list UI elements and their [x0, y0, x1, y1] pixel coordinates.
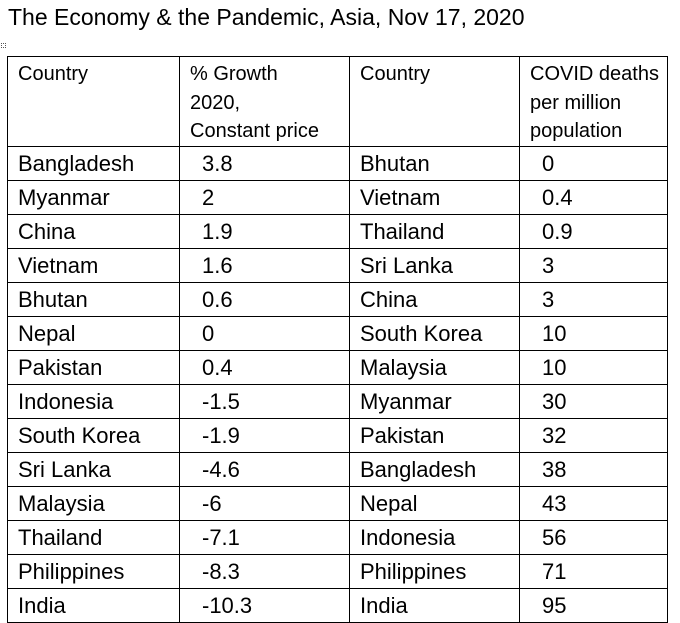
header-growth-line: 2020, — [190, 91, 241, 114]
document-title: The Economy & the Pandemic, Asia, Nov 17… — [8, 4, 525, 30]
country-a-cell: Myanmar — [7, 179, 180, 215]
header-deaths-line: per million — [530, 91, 622, 114]
header-deaths: COVID deaths per million population — [519, 56, 668, 147]
growth-cell: 2 — [179, 179, 350, 215]
header-growth-line: Constant price — [190, 120, 319, 142]
country-a-cell: Bangladesh — [7, 145, 180, 181]
table-row: Philippines -8.3 Philippines 71 — [7, 553, 668, 589]
growth-cell: 1.6 — [179, 247, 350, 283]
growth-cell: -4.6 — [179, 451, 350, 487]
deaths-cell: 71 — [519, 553, 668, 589]
table-row: Sri Lanka -4.6 Bangladesh 38 — [7, 451, 668, 487]
growth-cell: -6 — [179, 485, 350, 521]
table-row: Pakistan 0.4 Malaysia 10 — [7, 349, 668, 385]
table-row: Malaysia -6 Nepal 43 — [7, 485, 668, 521]
header-row: Country % Growth 2020, Constant price Co… — [7, 56, 668, 147]
country-a-cell: Vietnam — [7, 247, 180, 283]
header-growth: % Growth 2020, Constant price — [179, 56, 350, 147]
country-a-cell: Pakistan — [7, 349, 180, 385]
deaths-cell: 3 — [519, 281, 668, 317]
table-row: Myanmar 2 Vietnam 0.4 — [7, 179, 668, 215]
country-a-cell: Indonesia — [7, 383, 180, 419]
deaths-cell: 0.4 — [519, 179, 668, 215]
country-a-cell: South Korea — [7, 417, 180, 453]
header-growth-line: % Growth — [190, 63, 278, 85]
country-b-cell: Bangladesh — [349, 451, 520, 487]
growth-cell: -10.3 — [179, 587, 350, 623]
deaths-cell: 0 — [519, 145, 668, 181]
country-a-cell: China — [7, 213, 180, 249]
data-table: Country % Growth 2020, Constant price Co… — [7, 56, 668, 623]
deaths-cell: 95 — [519, 587, 668, 623]
growth-cell: 0.4 — [179, 349, 350, 385]
country-a-cell: Sri Lanka — [7, 451, 180, 487]
deaths-cell: 10 — [519, 315, 668, 351]
table-row: China 1.9 Thailand 0.9 — [7, 213, 668, 249]
country-b-cell: Philippines — [349, 553, 520, 589]
deaths-cell: 43 — [519, 485, 668, 521]
table-row: India -10.3 India 95 — [7, 587, 668, 623]
header-country-a: Country — [7, 56, 180, 147]
deaths-cell: 30 — [519, 383, 668, 419]
table-row: Indonesia -1.5 Myanmar 30 — [7, 383, 668, 419]
country-b-cell: Indonesia — [349, 519, 520, 555]
growth-cell: -7.1 — [179, 519, 350, 555]
deaths-cell: 10 — [519, 349, 668, 385]
country-b-cell: Vietnam — [349, 179, 520, 215]
country-a-cell: Bhutan — [7, 281, 180, 317]
country-a-cell: Malaysia — [7, 485, 180, 521]
deaths-cell: 0.9 — [519, 213, 668, 249]
table-anchor-handle[interactable] — [1, 43, 6, 48]
country-a-cell: Nepal — [7, 315, 180, 351]
country-b-cell: Malaysia — [349, 349, 520, 385]
country-a-cell: Thailand — [7, 519, 180, 555]
country-b-cell: Pakistan — [349, 417, 520, 453]
growth-cell: -1.9 — [179, 417, 350, 453]
growth-cell: 0 — [179, 315, 350, 351]
growth-cell: 1.9 — [179, 213, 350, 249]
growth-cell: -8.3 — [179, 553, 350, 589]
table-row: Bhutan 0.6 China 3 — [7, 281, 668, 317]
growth-cell: -1.5 — [179, 383, 350, 419]
growth-cell: 0.6 — [179, 281, 350, 317]
header-deaths-line: population — [530, 120, 623, 142]
growth-cell: 3.8 — [179, 145, 350, 181]
country-b-cell: Myanmar — [349, 383, 520, 419]
deaths-cell: 38 — [519, 451, 668, 487]
country-b-cell: Thailand — [349, 213, 520, 249]
country-b-cell: Bhutan — [349, 145, 520, 181]
country-a-cell: Philippines — [7, 553, 180, 589]
country-a-cell: India — [7, 587, 180, 623]
table-row: Bangladesh 3.8 Bhutan 0 — [7, 145, 668, 181]
deaths-cell: 56 — [519, 519, 668, 555]
header-country-b: Country — [349, 56, 520, 147]
header-deaths-line: COVID deaths — [530, 63, 659, 85]
table-row: Nepal 0 South Korea 10 — [7, 315, 668, 351]
country-b-cell: Sri Lanka — [349, 247, 520, 283]
deaths-cell: 3 — [519, 247, 668, 283]
country-b-cell: Nepal — [349, 485, 520, 521]
table-row: Vietnam 1.6 Sri Lanka 3 — [7, 247, 668, 283]
deaths-cell: 32 — [519, 417, 668, 453]
country-b-cell: India — [349, 587, 520, 623]
table-row: South Korea -1.9 Pakistan 32 — [7, 417, 668, 453]
country-b-cell: South Korea — [349, 315, 520, 351]
table-row: Thailand -7.1 Indonesia 56 — [7, 519, 668, 555]
country-b-cell: China — [349, 281, 520, 317]
